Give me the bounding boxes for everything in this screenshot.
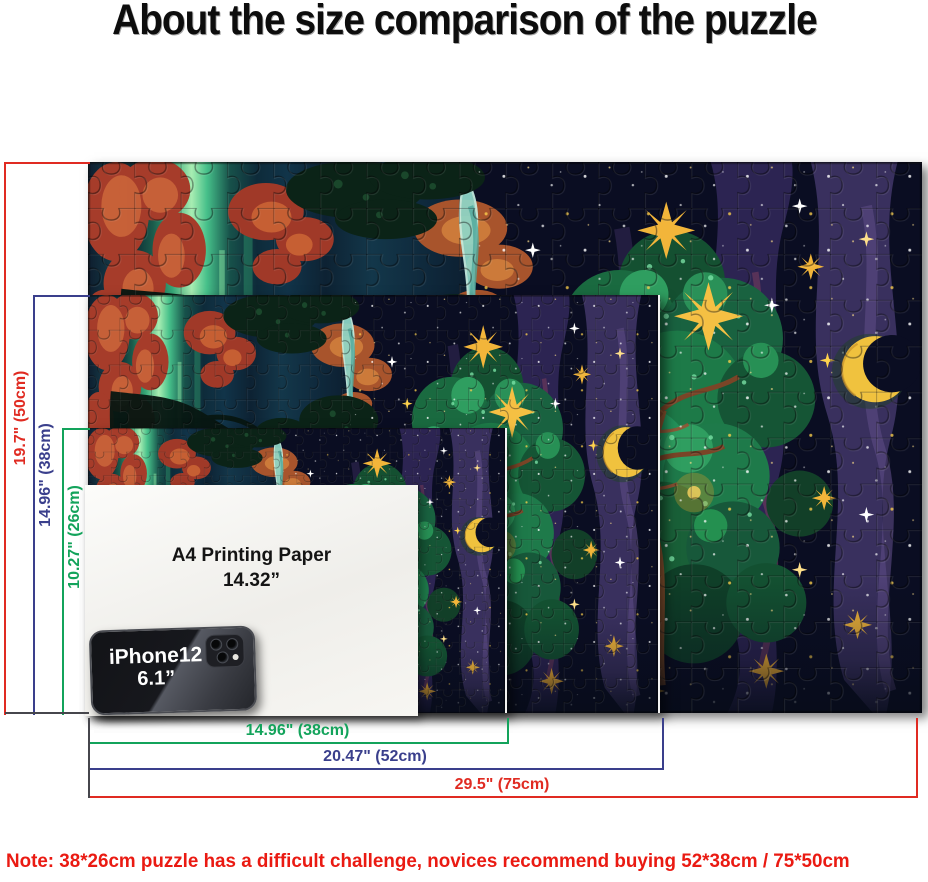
width-bracket-52cm: 20.47" (52cm) [88,718,664,770]
paper-title: A4 Printing Paper [171,545,332,566]
page-title: About the size comparison of the puzzle [111,0,817,44]
iphone: iPhone12 6.1” [88,625,258,716]
phone-screen-size: 6.1” [137,666,176,691]
bracket-baseline-vertical [88,718,90,798]
height-label-38cm: 14.96" (38cm) [37,423,54,527]
height-label-26cm: 10.27" (26cm) [66,485,83,589]
width-bracket-38cm: 14.96" (38cm) [88,718,509,744]
width-label-52cm: 20.47" (52cm) [323,748,427,765]
difficulty-note: Note: 38*26cm puzzle has a difficult cha… [6,851,850,872]
camera-flash-icon [232,653,239,661]
camera-lens-icon [226,637,239,651]
height-bracket-26cm [62,428,90,715]
width-bracket-75cm: 29.5" (75cm) [88,718,918,798]
bracket-baseline-horizontal [5,712,89,714]
paper-size: 14.32” [222,570,281,591]
height-label-50cm: 19.7" (50cm) [12,370,29,466]
width-label-38cm: 14.96" (38cm) [245,722,350,739]
width-label-75cm: 29.5" (75cm) [454,776,550,793]
height-bracket-38cm [33,295,90,715]
puzzle-52x38cm [88,295,660,713]
phone-model: iPhone12 [108,643,203,670]
height-bracket-50cm [4,162,90,715]
puzzle-38x26cm [88,428,507,713]
